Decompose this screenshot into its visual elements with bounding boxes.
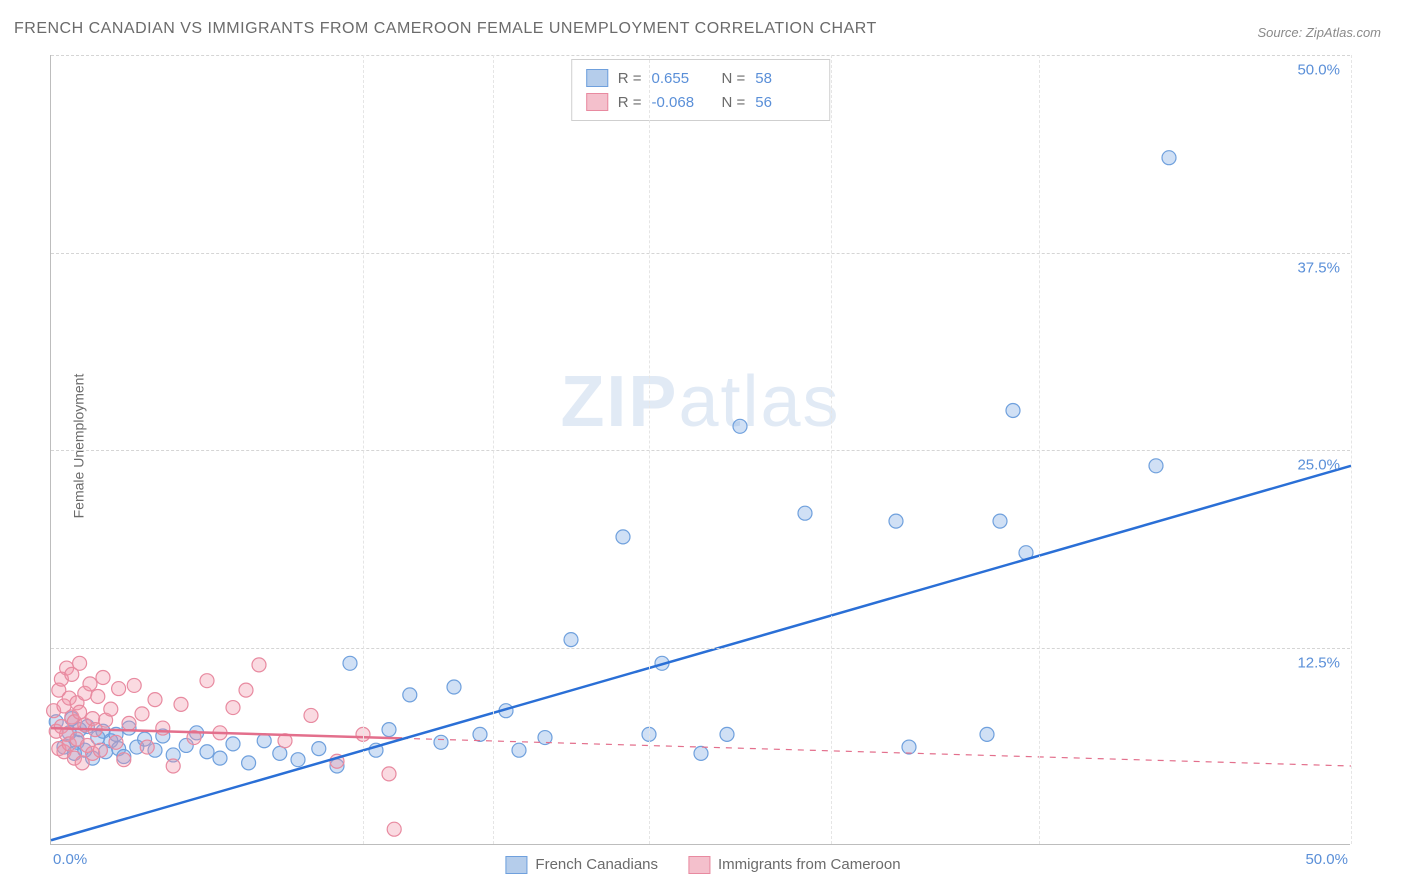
legend-correlation: R = 0.655 N = 58 R = -0.068 N = 56 (571, 59, 831, 121)
x-gridline (649, 55, 650, 844)
data-point (166, 759, 180, 773)
data-point (226, 737, 240, 751)
gridline (51, 253, 1350, 254)
legend-swatch (505, 856, 527, 874)
x-gridline (1039, 55, 1040, 844)
data-point (564, 633, 578, 647)
data-point (117, 753, 131, 767)
data-point (980, 727, 994, 741)
data-point (112, 682, 126, 696)
legend-n-label: N = (722, 94, 746, 111)
data-point (273, 746, 287, 760)
x-gridline (831, 55, 832, 844)
legend-label: Immigrants from Cameroon (718, 856, 901, 873)
data-point (1149, 459, 1163, 473)
legend-row: R = 0.655 N = 58 (586, 66, 816, 90)
data-point (135, 707, 149, 721)
data-point (403, 688, 417, 702)
y-tick-label: 12.5% (1297, 654, 1340, 671)
legend-swatch (688, 856, 710, 874)
data-point (434, 735, 448, 749)
data-point (104, 702, 118, 716)
data-point (200, 745, 214, 759)
legend-series: French Canadians Immigrants from Cameroon (505, 849, 900, 880)
legend-n-value: 58 (755, 70, 815, 87)
y-tick-label: 37.5% (1297, 259, 1340, 276)
data-point (73, 705, 87, 719)
y-tick-label: 25.0% (1297, 457, 1340, 474)
data-point (382, 723, 396, 737)
legend-r-label: R = (618, 70, 642, 87)
data-point (200, 674, 214, 688)
legend-item: French Canadians (505, 856, 658, 874)
data-point (174, 697, 188, 711)
data-point (304, 708, 318, 722)
data-point (91, 689, 105, 703)
legend-item: Immigrants from Cameroon (688, 856, 901, 874)
data-point (720, 727, 734, 741)
data-point (122, 716, 136, 730)
data-point (148, 693, 162, 707)
chart-title: FRENCH CANADIAN VS IMMIGRANTS FROM CAMER… (14, 20, 877, 38)
data-point (73, 656, 87, 670)
trend-line (51, 466, 1351, 840)
data-point (694, 746, 708, 760)
legend-r-value: -0.068 (652, 94, 712, 111)
data-point (343, 656, 357, 670)
x-gridline (493, 55, 494, 844)
data-point (156, 721, 170, 735)
data-point (213, 751, 227, 765)
data-point (733, 419, 747, 433)
data-point (252, 658, 266, 672)
data-point (902, 740, 916, 754)
data-point (239, 683, 253, 697)
x-gridline (363, 55, 364, 844)
data-point (93, 743, 107, 757)
data-point (291, 753, 305, 767)
x-gridline (1351, 55, 1352, 844)
data-point (889, 514, 903, 528)
data-point (1162, 151, 1176, 165)
legend-row: R = -0.068 N = 56 (586, 90, 816, 114)
legend-r-value: 0.655 (652, 70, 712, 87)
y-tick-label: 50.0% (1297, 62, 1340, 79)
legend-r-label: R = (618, 94, 642, 111)
gridline (51, 648, 1350, 649)
data-point (83, 677, 97, 691)
x-tick-label: 50.0% (1305, 851, 1348, 868)
legend-swatch (586, 93, 608, 111)
data-point (798, 506, 812, 520)
legend-n-value: 56 (755, 94, 815, 111)
gridline (51, 55, 1350, 56)
data-point (140, 740, 154, 754)
data-point (109, 735, 123, 749)
legend-label: French Canadians (535, 856, 658, 873)
data-point (616, 530, 630, 544)
data-point (473, 727, 487, 741)
x-tick-label: 0.0% (53, 851, 87, 868)
data-point (1006, 404, 1020, 418)
data-point (447, 680, 461, 694)
chart-container: FRENCH CANADIAN VS IMMIGRANTS FROM CAMER… (0, 0, 1406, 892)
data-point (257, 734, 271, 748)
data-point (127, 678, 141, 692)
source-label: Source: ZipAtlas.com (1257, 25, 1381, 40)
data-point (226, 701, 240, 715)
data-point (993, 514, 1007, 528)
data-point (242, 756, 256, 770)
gridline (51, 450, 1350, 451)
data-point (382, 767, 396, 781)
data-point (312, 742, 326, 756)
data-point (96, 671, 110, 685)
data-point (512, 743, 526, 757)
plot-area: ZIPatlas R =0.655N =58R =-0.068N =56 12.… (50, 55, 1350, 845)
legend-n-label: N = (722, 70, 746, 87)
data-point (387, 822, 401, 836)
legend-swatch (586, 69, 608, 87)
